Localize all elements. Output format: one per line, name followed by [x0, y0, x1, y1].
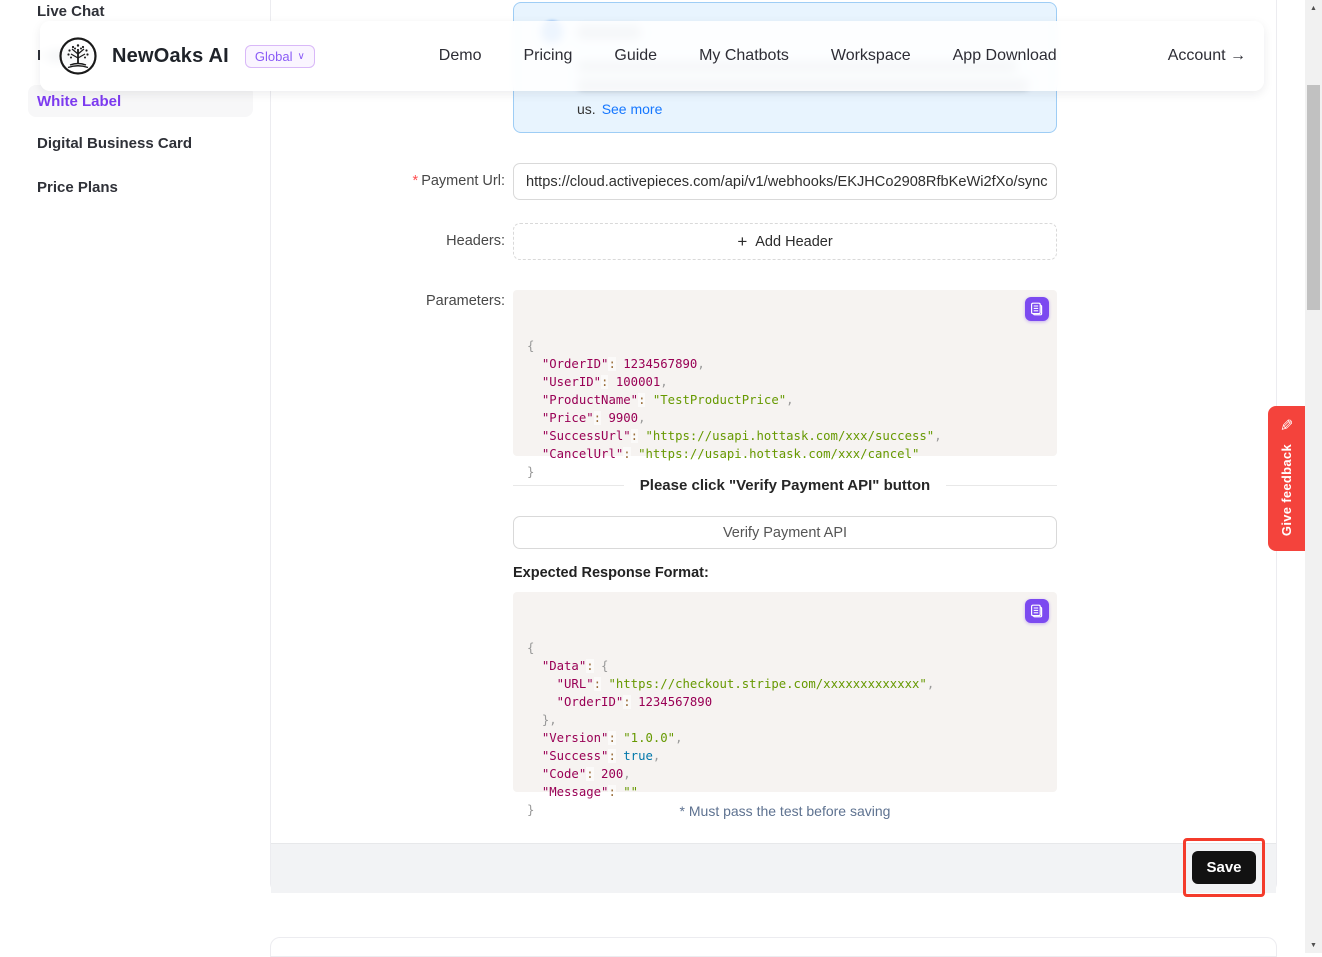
code-line: }: [527, 803, 535, 817]
code-line: "SuccessUrl": "https://usapi.hottask.com…: [541, 429, 942, 443]
copy-icon: [1031, 302, 1043, 316]
code-line: "Code": 200,: [541, 767, 631, 781]
scrollbar-thumb[interactable]: [1307, 85, 1320, 310]
form-footer-bar: [271, 843, 1276, 893]
save-button[interactable]: Save: [1192, 851, 1256, 884]
copy-parameters-button[interactable]: [1025, 297, 1049, 321]
code-line: "Message": "": [541, 785, 639, 799]
sidebar-item-price-plans[interactable]: Price Plans: [37, 179, 118, 196]
see-more-link[interactable]: See more: [601, 101, 663, 117]
parameters-label: Parameters:: [426, 293, 505, 309]
response-code-block: { "Data": { "URL": "https://checkout.str…: [513, 592, 1057, 817]
payment-url-label: * Payment Url:: [280, 173, 505, 189]
copy-icon: [1031, 604, 1043, 618]
nav-link-app-download[interactable]: App Download: [952, 47, 1057, 64]
newoaks-logo-icon: [59, 37, 97, 75]
code-line: }: [527, 465, 535, 479]
brand-group[interactable]: NewOaks AI Global ∨: [58, 36, 315, 76]
divider-text: Please click "Verify Payment API" button: [639, 477, 931, 494]
code-line: "Price": 9900,: [541, 411, 646, 425]
plus-icon: +: [737, 232, 748, 251]
code-line: "Data": {: [541, 659, 609, 673]
code-line: {: [527, 641, 535, 655]
region-label: Global: [254, 48, 293, 64]
give-feedback-label: Give feedback: [1279, 444, 1294, 537]
payment-url-input[interactable]: https://cloud.activepieces.com/api/v1/we…: [513, 163, 1057, 200]
save-requirement-note: * Must pass the test before saving: [679, 803, 891, 819]
code-line: "Success": true,: [541, 749, 661, 763]
copy-response-button[interactable]: [1025, 599, 1049, 623]
code-line: "OrderID": 1234567890,: [541, 357, 705, 371]
next-section-card: [270, 937, 1277, 957]
code-line: {: [527, 339, 535, 353]
code-line: "OrderID": 1234567890: [556, 695, 713, 709]
code-line: "URL": "https://checkout.stripe.com/xxxx…: [556, 677, 935, 691]
code-line: "UserID": 100001,: [541, 375, 668, 389]
vertical-scrollbar[interactable]: ▲ ▼: [1305, 0, 1322, 953]
scroll-up-arrow[interactable]: ▲: [1310, 4, 1317, 12]
verify-payment-api-button[interactable]: Verify Payment API: [513, 516, 1057, 549]
code-line: },: [541, 713, 557, 727]
code-line: "CancelUrl": "https://usapi.hottask.com/…: [541, 447, 920, 461]
top-navbar: NewOaks AI Global ∨ Demo Pricing Guide M…: [40, 21, 1264, 91]
reminder-tail: us.: [577, 101, 596, 117]
code-line: "Version": "1.0.0",: [541, 731, 683, 745]
expected-response-label: Expected Response Format:: [513, 565, 709, 581]
headers-label: Headers:: [446, 233, 505, 249]
sidebar-item-live-chat[interactable]: Live Chat: [37, 3, 105, 20]
verify-divider: Please click "Verify Payment API" button: [513, 477, 1058, 494]
sidebar-item-digital-business-card[interactable]: Digital Business Card: [37, 135, 193, 152]
sidebar-item-partial[interactable]: I: [37, 47, 41, 64]
payment-url-label-text: Payment Url:: [421, 173, 505, 189]
reminder-tail-text: us. See more: [577, 101, 662, 117]
pencil-icon: ✎: [1279, 418, 1294, 435]
code-line: "ProductName": "TestProductPrice",: [541, 393, 794, 407]
region-selector[interactable]: Global ∨: [244, 44, 315, 68]
sidebar-item-white-label-text: White Label: [37, 92, 122, 110]
add-header-label: Add Header: [755, 233, 833, 250]
give-feedback-tab[interactable]: ✎ Give feedback: [1268, 406, 1305, 551]
required-asterisk: *: [412, 173, 419, 189]
divider-line-left: [513, 485, 624, 486]
parameters-code-block: { "OrderID": 1234567890, "UserID": 10000…: [513, 290, 1057, 479]
nav-link-my-chatbots[interactable]: My Chatbots: [699, 47, 789, 64]
divider-line-right: [946, 485, 1058, 486]
brand-name: NewOaks AI: [112, 44, 229, 67]
chevron-down-icon: ∨: [297, 50, 305, 62]
nav-link-demo[interactable]: Demo: [438, 47, 482, 64]
nav-link-pricing[interactable]: Pricing: [523, 47, 573, 64]
nav-link-workspace[interactable]: Workspace: [830, 47, 911, 64]
nav-links: Demo Pricing Guide My Chatbots Workspace…: [439, 47, 1057, 65]
add-header-button[interactable]: + Add Header: [513, 223, 1057, 260]
scroll-down-arrow[interactable]: ▼: [1310, 941, 1317, 949]
nav-link-guide[interactable]: Guide: [614, 47, 658, 64]
account-link[interactable]: Account →: [1167, 47, 1246, 64]
